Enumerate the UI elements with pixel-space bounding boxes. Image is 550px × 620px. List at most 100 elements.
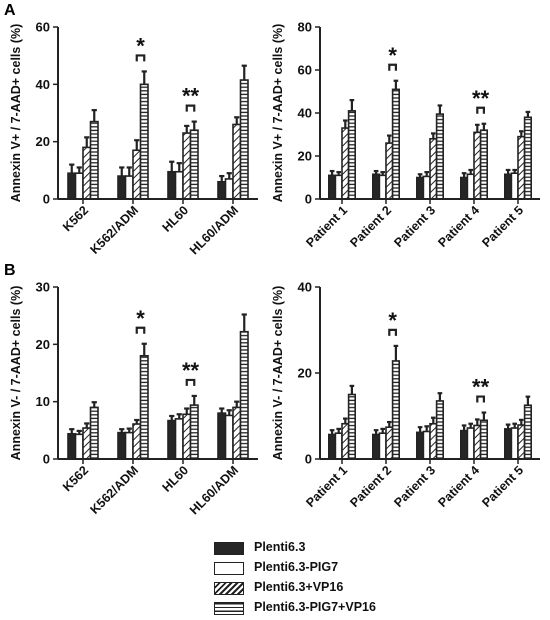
significance-marker: ** bbox=[182, 84, 200, 109]
bar-plenti63-vp16 bbox=[232, 406, 242, 460]
legend-label: Plenti6.3-PIG7 bbox=[254, 560, 339, 574]
bar-plenti63-vp16 bbox=[429, 422, 438, 460]
bar-plenti63-vp16 bbox=[341, 422, 350, 460]
bar-plenti63-pig7-vp16 bbox=[89, 120, 99, 200]
bar-plenti63-pig7-vp16 bbox=[239, 330, 249, 460]
y-tick-label: 60 bbox=[36, 20, 50, 35]
bar-plenti63-pig7 bbox=[466, 173, 475, 200]
significance-bracket bbox=[476, 106, 485, 114]
bar-plenti63-vp16 bbox=[385, 426, 394, 460]
bar-plenti63-vp16 bbox=[82, 146, 92, 200]
bar-plenti63-pig7 bbox=[510, 427, 519, 460]
legend-swatch-horizontal bbox=[214, 602, 244, 615]
y-tick-label: 20 bbox=[298, 366, 312, 381]
y-tick-label: 30 bbox=[36, 280, 50, 295]
y-tick-label: 40 bbox=[298, 280, 312, 295]
bar-plenti63 bbox=[503, 428, 513, 460]
legend-swatch-solid bbox=[214, 542, 244, 555]
x-tick-label-patient-5: Patient 5 bbox=[479, 463, 526, 510]
y-tick-label: 20 bbox=[298, 149, 312, 164]
x-tick-label-patient-4: Patient 4 bbox=[435, 463, 482, 510]
bar-plenti63-vp16 bbox=[517, 424, 526, 460]
x-tick-label-patient-1: Patient 1 bbox=[303, 203, 350, 250]
bar-plenti63-pig7 bbox=[174, 170, 184, 200]
bar-plenti63-pig7 bbox=[224, 414, 234, 460]
bar-plenti63-pig7 bbox=[378, 432, 387, 460]
significance-bracket bbox=[135, 54, 146, 62]
bar-plenti63-vp16 bbox=[182, 132, 192, 200]
bar-plenti63-vp16 bbox=[429, 138, 438, 200]
x-tick-label-k562-adm: K562/ADM bbox=[88, 203, 142, 257]
bar-plenti63-pig7 bbox=[74, 433, 84, 460]
x-tick-label-patient-2: Patient 2 bbox=[347, 463, 394, 510]
bar-plenti63-vp16 bbox=[132, 149, 142, 200]
legend-label: Plenti6.3+VP16 bbox=[254, 580, 344, 594]
bar-plenti63 bbox=[217, 181, 227, 200]
bar-plenti63-vp16 bbox=[517, 135, 526, 200]
bar-plenti63 bbox=[67, 172, 77, 200]
y-tick-label: 40 bbox=[36, 77, 50, 92]
bar-plenti63-pig7-vp16 bbox=[189, 404, 199, 460]
bar-plenti63-pig7-vp16 bbox=[347, 393, 357, 460]
y-tick-label: 60 bbox=[298, 63, 312, 78]
bar-plenti63-pig7-vp16 bbox=[391, 360, 401, 460]
bar-plenti63 bbox=[327, 174, 337, 200]
bar-plenti63 bbox=[117, 175, 127, 200]
bar-plenti63-vp16 bbox=[82, 427, 92, 460]
y-tick-label: 20 bbox=[36, 134, 50, 149]
bar-plenti63-vp16 bbox=[385, 142, 394, 200]
y-tick-label: 40 bbox=[298, 106, 312, 121]
bar-plenti63-pig7 bbox=[174, 418, 184, 460]
y-axis-label: Annexin V- / 7-AAD+ cells (%) bbox=[9, 286, 23, 461]
y-tick-label: 0 bbox=[43, 192, 50, 207]
bar-plenti63 bbox=[415, 431, 425, 460]
bar-plenti63-pig7-vp16 bbox=[391, 88, 401, 200]
bar-plenti63-pig7-vp16 bbox=[479, 419, 489, 460]
y-axis-label: Annexin V+ / 7-AAD+ cells (%) bbox=[9, 24, 23, 203]
bar-plenti63 bbox=[459, 176, 469, 200]
x-tick-label-patient-3: Patient 3 bbox=[391, 463, 438, 510]
significance-marker: ** bbox=[182, 358, 200, 383]
bar-plenti63-vp16 bbox=[341, 127, 350, 200]
significance-bracket bbox=[185, 104, 196, 112]
bar-plenti63-pig7 bbox=[224, 178, 234, 200]
bar-plenti63-pig7 bbox=[124, 175, 134, 200]
bar-plenti63-pig7 bbox=[422, 175, 431, 200]
bar-plenti63-vp16 bbox=[132, 423, 142, 460]
legend-swatch-open bbox=[214, 562, 244, 575]
bar-plenti63 bbox=[371, 433, 381, 460]
bar-plenti63-pig7 bbox=[74, 172, 84, 200]
significance-marker: * bbox=[136, 306, 145, 331]
y-tick-label: 0 bbox=[305, 192, 312, 207]
bar-plenti63-pig7-vp16 bbox=[347, 110, 357, 200]
x-tick-label-patient-1: Patient 1 bbox=[303, 463, 350, 510]
significance-marker: * bbox=[388, 308, 397, 333]
significance-bracket bbox=[135, 326, 146, 334]
x-tick-label-k562-adm: K562/ADM bbox=[88, 463, 142, 517]
x-tick-label-k562: K562 bbox=[60, 463, 91, 494]
y-tick-label: 10 bbox=[36, 394, 50, 409]
bar-plenti63-vp16 bbox=[182, 413, 192, 460]
significance-bracket bbox=[388, 328, 397, 336]
x-tick-label-patient-5: Patient 5 bbox=[479, 203, 526, 250]
bar-plenti63 bbox=[67, 432, 77, 460]
significance-marker: ** bbox=[472, 375, 490, 400]
bar-plenti63-pig7 bbox=[334, 174, 343, 200]
panel-label-b: B bbox=[4, 262, 16, 279]
significance-marker: * bbox=[388, 43, 397, 68]
bar-plenti63-pig7 bbox=[124, 431, 134, 460]
x-tick-label-patient-2: Patient 2 bbox=[347, 203, 394, 250]
y-axis-label: Annexin V- / 7-AAD+ cells (%) bbox=[271, 286, 285, 461]
legend-label: Plenti6.3-PIG7+VP16 bbox=[254, 600, 376, 614]
bar-plenti63-pig7 bbox=[466, 427, 475, 460]
y-axis-label: Annexin V+ / 7-AAD+ cells (%) bbox=[271, 24, 285, 203]
bar-plenti63 bbox=[117, 431, 127, 460]
x-tick-label-k562: K562 bbox=[60, 203, 91, 234]
bar-plenti63 bbox=[503, 173, 513, 200]
x-tick-label-hl60: HL60 bbox=[160, 203, 192, 235]
bar-plenti63-pig7-vp16 bbox=[435, 113, 445, 200]
